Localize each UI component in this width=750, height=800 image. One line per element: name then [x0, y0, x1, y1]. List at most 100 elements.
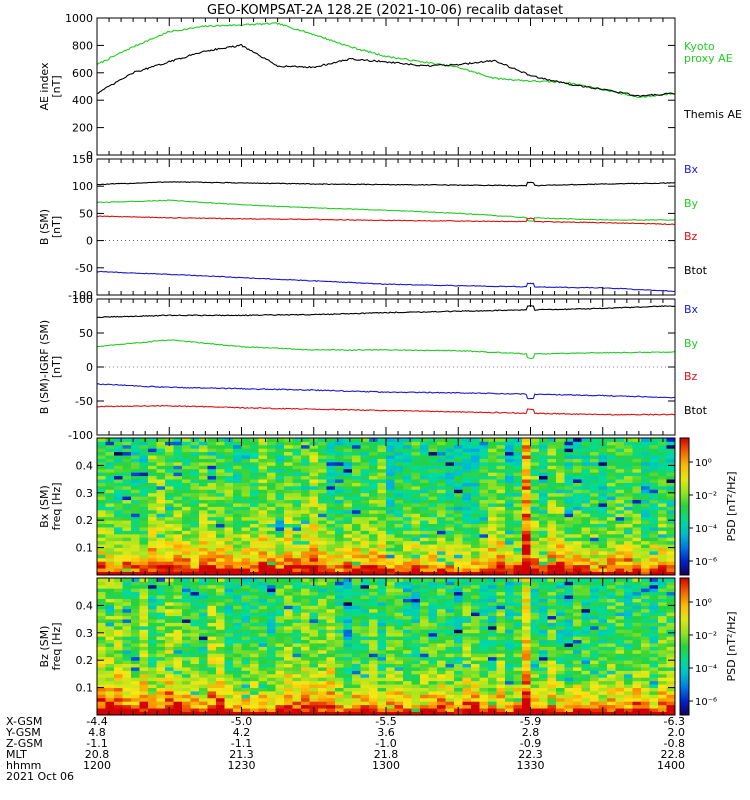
spectrogram-cell: [445, 455, 455, 459]
spectrogram-cell: [411, 639, 421, 644]
spectrogram-cell: [411, 451, 421, 456]
spectrogram-cell: [122, 489, 132, 494]
spectrogram-cell: [165, 694, 174, 699]
spectrogram-cell: [522, 561, 531, 566]
spectrogram-cell: [216, 533, 225, 538]
spectrogram-cell: [301, 639, 310, 644]
spectrogram-cell: [403, 663, 412, 668]
spectrogram-cell: [403, 615, 412, 620]
spectrogram-cell: [309, 663, 319, 668]
spectrogram-cell: [207, 646, 217, 651]
spectrogram-cell: [301, 527, 310, 531]
spectrogram-cell: [377, 598, 387, 603]
spectrogram-cell: [250, 441, 259, 446]
spectrogram-cell: [411, 527, 421, 531]
spectrogram-cell: [241, 639, 251, 644]
spectrogram-cell: [428, 653, 438, 658]
spectrogram-cell: [267, 485, 276, 490]
spectrogram-cell: [224, 663, 234, 668]
spectrogram-cell: [309, 612, 319, 617]
spectrogram-cell: [649, 506, 659, 511]
spectrogram-cell: [131, 513, 140, 518]
spectrogram-cell: [649, 438, 659, 442]
spectrogram-cell: [352, 513, 361, 518]
spectrogram-cell: [284, 523, 293, 528]
spectrogram-cell: [275, 584, 285, 589]
spectrogram-cell: [326, 472, 336, 477]
spectrogram-cell: [581, 492, 591, 497]
spectrogram-cell: [258, 472, 268, 477]
spectrogram-cell: [496, 472, 506, 477]
spectrogram-cell: [258, 697, 268, 702]
spectrogram-cell: [335, 663, 344, 668]
spectrogram-cell: [241, 475, 251, 480]
spectrogram-cell: [335, 591, 344, 596]
spectrogram-cell: [658, 499, 667, 504]
spectrogram-cell: [309, 489, 319, 494]
spectrogram-cell: [326, 673, 336, 678]
spectrogram-cell: [420, 588, 429, 593]
spectrogram-cell: [462, 694, 472, 699]
spectrogram: [97, 438, 676, 576]
spectrogram-cell: [148, 653, 157, 658]
spectrogram-cell: [394, 441, 404, 446]
spectrogram-cell: [301, 458, 310, 463]
spectrogram-cell: [301, 564, 310, 569]
spectrogram-cell: [598, 475, 608, 480]
spectrogram-cell: [275, 482, 285, 487]
spectrogram-cell: [411, 601, 421, 606]
spectrogram-cell: [301, 591, 310, 596]
spectrogram-cell: [437, 465, 446, 470]
spectrogram-cell: [471, 455, 480, 459]
spectrogram-cell: [394, 663, 404, 668]
spectrogram-cell: [590, 571, 599, 576]
spectrogram-cell: [437, 694, 446, 699]
spectrogram-cell: [173, 653, 183, 658]
spectrogram-cell: [343, 639, 353, 644]
spectrogram-cell: [462, 568, 472, 572]
spectrogram-cell: [250, 649, 259, 654]
spectrogram-cell: [97, 499, 106, 504]
spectrogram-cell: [352, 438, 361, 442]
spectrogram-cell: [377, 503, 387, 507]
spectrogram-cell: [190, 701, 200, 706]
spectrogram-cell: [301, 492, 310, 497]
spectrogram-cell: [250, 612, 259, 617]
spectrogram-cell: [97, 509, 106, 514]
spectrogram-cell: [318, 438, 327, 442]
y-tick-label: 0: [86, 235, 93, 248]
spectrogram-cell: [97, 601, 106, 606]
spectrogram-cell: [624, 568, 633, 572]
spectrogram-cell: [420, 530, 429, 535]
spectrogram-cell: [318, 615, 327, 620]
spectrogram-cell: [156, 601, 166, 606]
spectrogram-cell: [224, 438, 234, 442]
spectrogram-cell: [437, 701, 446, 706]
spectrogram-cell: [394, 649, 404, 654]
spectrogram-cell: [292, 475, 302, 480]
spectrogram-cell: [190, 581, 200, 586]
spectrogram-cell: [250, 694, 259, 699]
spectrogram-cell: [122, 591, 132, 596]
spectrogram-cell: [411, 711, 421, 716]
spectrogram-cell: [445, 479, 455, 483]
spectrogram-cell: [267, 612, 276, 617]
spectrogram-cell: [284, 537, 293, 542]
spectrogram-cell: [326, 527, 336, 531]
spectrogram-cell: [556, 527, 565, 531]
spectrogram-cell: [624, 537, 633, 542]
spectrogram-cell: [258, 468, 268, 473]
spectrogram-cell: [148, 708, 157, 712]
spectrogram-cell: [224, 568, 234, 572]
spectrogram-cell: [335, 527, 344, 531]
spectrogram-cell: [224, 625, 234, 630]
spectrogram-cell: [148, 544, 157, 548]
spectrogram-cell: [369, 605, 378, 610]
spectrogram-cell: [207, 513, 217, 518]
spectrogram-cell: [598, 520, 608, 525]
spectrogram-cell: [216, 591, 225, 596]
spectrogram-cell: [556, 533, 565, 538]
spectrogram-cell: [496, 561, 506, 566]
spectrogram-cell: [275, 677, 285, 682]
